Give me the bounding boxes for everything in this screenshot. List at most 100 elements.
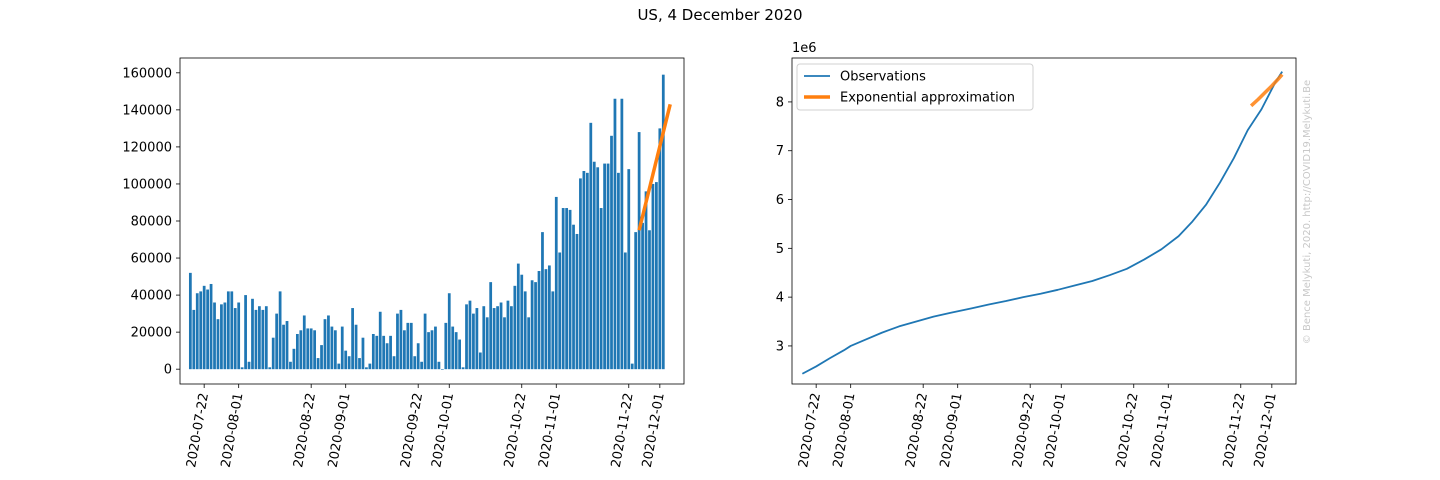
x-tick-label: 2020-10-22 [502, 392, 530, 469]
bar [392, 356, 396, 370]
x-tick-label: 2020-11-22 [1221, 392, 1249, 469]
bar [468, 300, 472, 370]
bar [634, 232, 638, 370]
bar [278, 291, 282, 370]
bar [333, 330, 337, 370]
bar [454, 332, 458, 370]
bar [579, 178, 582, 370]
bar [188, 272, 192, 370]
bar [213, 302, 216, 370]
bar [575, 233, 579, 370]
y-tick-label: 40000 [131, 289, 172, 304]
bar [461, 367, 465, 370]
bar [527, 317, 531, 370]
y-tick-label: 60000 [131, 252, 172, 267]
bar [606, 163, 610, 370]
bar [499, 302, 503, 370]
bar [627, 169, 631, 370]
bar [406, 322, 410, 370]
bar [589, 122, 593, 370]
bar [251, 298, 254, 370]
x-tick-label: 2020-07-22 [796, 392, 824, 469]
bar [637, 132, 641, 370]
bar [271, 337, 275, 370]
bar [572, 224, 575, 370]
bar [520, 274, 524, 370]
bar [413, 356, 417, 370]
bar [475, 308, 479, 370]
bar [537, 271, 541, 370]
bar [603, 163, 606, 370]
observations-line [801, 71, 1283, 375]
bar [320, 345, 323, 370]
bar [378, 311, 382, 370]
bar [630, 363, 634, 370]
bar [513, 285, 517, 370]
bar [444, 322, 448, 370]
x-tick-label: 2020-10-22 [1114, 392, 1142, 469]
bar [472, 313, 475, 370]
bar [503, 317, 506, 370]
y-tick-label: 120000 [122, 140, 172, 155]
y-tick-label: 100000 [122, 177, 172, 192]
bar [451, 326, 455, 370]
bar [202, 285, 206, 370]
bar [323, 319, 327, 370]
bar [510, 306, 513, 370]
bar [361, 337, 365, 370]
bar [403, 330, 406, 370]
bar [365, 367, 368, 370]
x-tick-label: 2020-10-01 [429, 392, 457, 469]
bar [437, 361, 441, 370]
bar [658, 128, 662, 370]
watermark: © Bence Melykuti, 2020. http://COVID19.M… [1302, 80, 1313, 344]
bar [306, 328, 310, 370]
bar [568, 209, 572, 370]
y-tick-label: 140000 [122, 103, 172, 118]
bar [661, 74, 665, 370]
bar [561, 208, 565, 370]
x-tick-label: 2020-11-22 [609, 392, 637, 469]
bar [420, 361, 424, 370]
bar [585, 172, 589, 370]
legend-label: Observations [840, 70, 926, 85]
bar [385, 343, 389, 370]
bar [316, 358, 320, 370]
bar [354, 324, 358, 370]
bar [582, 170, 586, 370]
x-tick-label: 2020-10-01 [1041, 392, 1069, 469]
y-tick-label: 5 [776, 242, 784, 257]
x-tick-label: 2020-07-22 [184, 392, 212, 469]
bar [282, 324, 285, 370]
bar [596, 167, 600, 370]
bar [382, 335, 386, 370]
x-tick-label: 2020-08-01 [219, 392, 247, 469]
bar [534, 282, 537, 370]
bar [551, 291, 555, 370]
bar [655, 182, 658, 370]
x-tick-label: 2020-08-22 [291, 392, 319, 469]
bar [226, 291, 230, 370]
bar [516, 263, 520, 370]
bar [409, 322, 413, 370]
y-tick-label: 7 [776, 144, 784, 159]
bar [554, 196, 558, 370]
bar [541, 232, 544, 370]
bar [523, 291, 527, 370]
bar [233, 308, 237, 370]
bar [358, 358, 361, 370]
bar [613, 98, 617, 370]
legend-label: Exponential approximation [840, 91, 1015, 106]
bar [465, 304, 468, 370]
bar [496, 306, 499, 370]
bar [216, 319, 220, 370]
axes-frame [791, 57, 1297, 385]
x-tick-label: 2020-11-01 [1148, 392, 1176, 469]
y-tick-label: 3 [776, 339, 784, 354]
bar [220, 304, 223, 370]
x-tick-label: 2020-09-01 [326, 392, 354, 469]
bar [261, 309, 265, 370]
bar [648, 230, 651, 370]
